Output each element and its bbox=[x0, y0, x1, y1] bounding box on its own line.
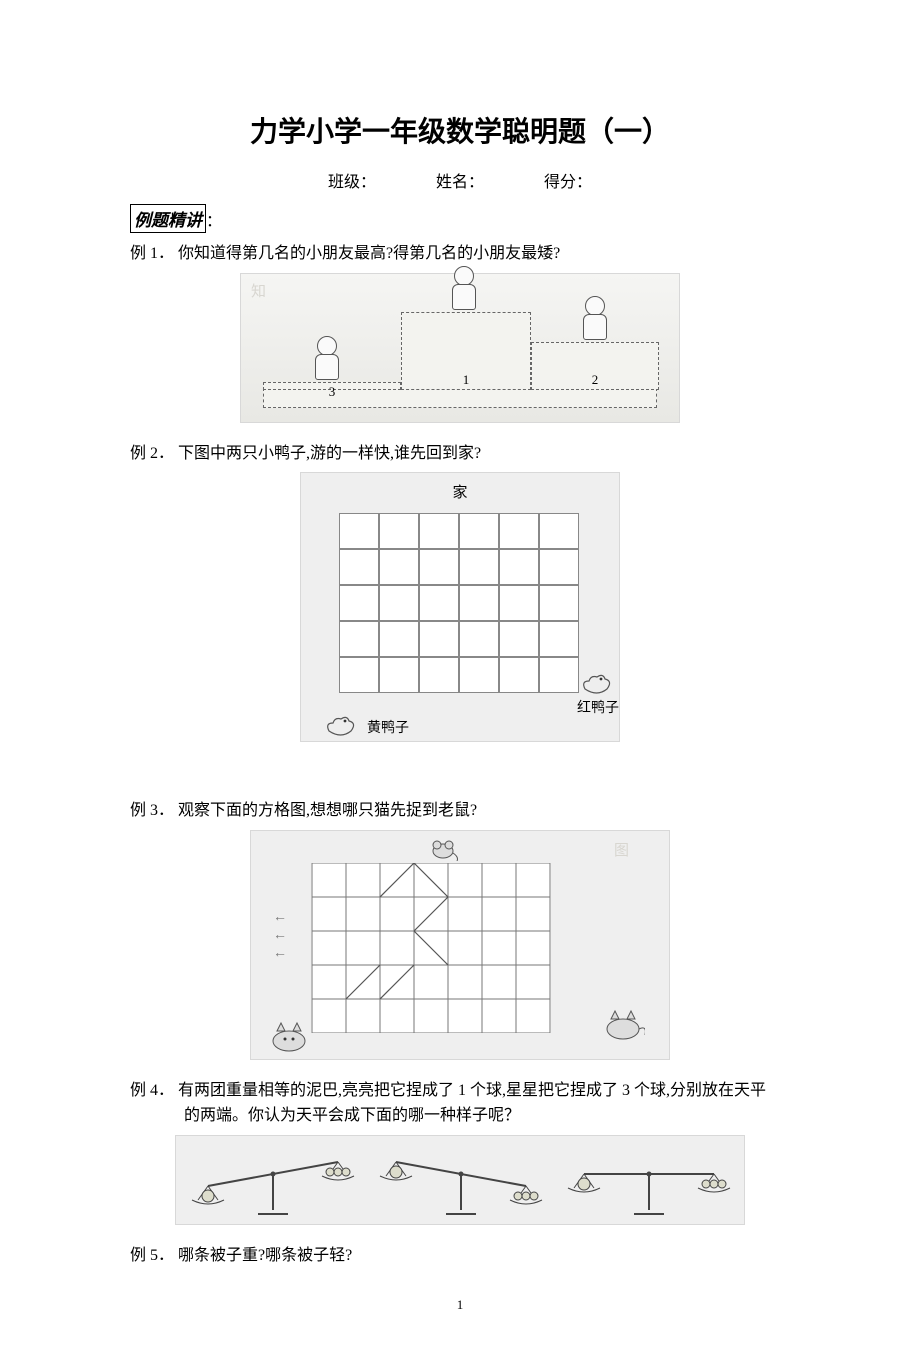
grid-cell bbox=[539, 621, 579, 657]
figure-3-cat-mouse: 图 ←←← bbox=[250, 830, 670, 1060]
grid-cell bbox=[379, 621, 419, 657]
grid-cell bbox=[339, 657, 379, 693]
podium-num-3: 3 bbox=[329, 384, 336, 400]
problem-4: 例 4． 有两团重量相等的泥巴,亮亮把它捏成了 1 个球,星星把它捏成了 3 个… bbox=[130, 1078, 790, 1129]
problem-4-text: 有两团重量相等的泥巴,亮亮把它捏成了 1 个球,星星把它捏成了 3 个球,分别放… bbox=[178, 1082, 766, 1099]
worksheet-page: 力学小学一年级数学聪明题（一） 班级： 姓名： 得分： 例题精讲： 例 1． 你… bbox=[0, 0, 920, 1353]
grid-cell bbox=[539, 585, 579, 621]
problem-3: 例 3． 观察下面的方格图,想想哪只猫先捉到老鼠? bbox=[130, 798, 790, 824]
balance-scale-3 bbox=[564, 1144, 734, 1218]
grid-cell bbox=[419, 513, 459, 549]
grid-cell bbox=[379, 657, 419, 693]
problem-2-label: 例 2． bbox=[130, 445, 174, 462]
grid-cell bbox=[459, 513, 499, 549]
problem-1: 例 1． 你知道得第几名的小朋友最高?得第几名的小朋友最矮? bbox=[130, 241, 790, 267]
grid-cell bbox=[379, 549, 419, 585]
grid-cell bbox=[419, 621, 459, 657]
red-duck-label: 红鸭子 bbox=[577, 697, 619, 717]
grid-cell bbox=[419, 657, 459, 693]
problem-4-text-line2: 的两端。你认为天平会成下面的哪一种样子呢？ bbox=[130, 1103, 790, 1129]
cat-right-icon bbox=[601, 1007, 645, 1041]
class-label: 班级： bbox=[328, 168, 376, 192]
grid-cell bbox=[419, 549, 459, 585]
figure-1-podium: 知 3 2 1 bbox=[240, 273, 680, 423]
grid-cell bbox=[499, 513, 539, 549]
grid-cat-mouse bbox=[311, 863, 551, 1033]
ghost-text: 知 bbox=[251, 280, 266, 301]
header-fields: 班级： 姓名： 得分： bbox=[130, 168, 790, 192]
name-label: 姓名： bbox=[436, 168, 484, 192]
balance-scale-2 bbox=[376, 1144, 546, 1218]
podium-base bbox=[263, 388, 657, 408]
child-1st bbox=[446, 266, 482, 312]
grid-cell bbox=[419, 585, 459, 621]
grid-cell bbox=[459, 585, 499, 621]
spacer bbox=[130, 760, 790, 790]
balance-scale-1 bbox=[188, 1144, 358, 1218]
problem-1-text: 你知道得第几名的小朋友最高?得第几名的小朋友最矮? bbox=[178, 245, 560, 262]
problem-3-label: 例 3． bbox=[130, 802, 174, 819]
problem-2: 例 2． 下图中两只小鸭子,游的一样快,谁先回到家? bbox=[130, 441, 790, 467]
child-3rd bbox=[309, 336, 345, 382]
grid-cell bbox=[339, 549, 379, 585]
page-number: 1 bbox=[130, 1297, 790, 1313]
problem-2-text: 下图中两只小鸭子,游的一样快,谁先回到家? bbox=[178, 445, 481, 462]
podium-step-1: 1 bbox=[401, 312, 531, 390]
grid-cell bbox=[379, 513, 419, 549]
podium-step-3: 3 bbox=[263, 382, 401, 390]
score-label: 得分： bbox=[544, 168, 592, 192]
grid-cell bbox=[459, 657, 499, 693]
grid-cell bbox=[339, 513, 379, 549]
grid-cell bbox=[339, 585, 379, 621]
yellow-duck-icon bbox=[321, 711, 361, 741]
problem-5-label: 例 5． bbox=[130, 1247, 174, 1264]
grid-cell bbox=[539, 513, 579, 549]
yellow-duck-label: 黄鸭子 bbox=[367, 717, 409, 737]
grid-ducks bbox=[339, 513, 579, 693]
grid-cell bbox=[379, 585, 419, 621]
grid-cell bbox=[539, 549, 579, 585]
grid-cell bbox=[459, 621, 499, 657]
home-label: 家 bbox=[301, 481, 619, 502]
problem-4-label: 例 4． bbox=[130, 1082, 174, 1099]
grid-cell bbox=[499, 621, 539, 657]
problem-5: 例 5． 哪条被子重?哪条被子轻? bbox=[130, 1243, 790, 1269]
ghost-text: 图 bbox=[614, 839, 629, 860]
page-title: 力学小学一年级数学聪明题（一） bbox=[130, 110, 790, 150]
grid-cell bbox=[539, 657, 579, 693]
problem-3-text: 观察下面的方格图,想想哪只猫先捉到老鼠? bbox=[178, 802, 477, 819]
section-heading: 例题精讲： bbox=[130, 204, 790, 233]
section-label-box: 例题精讲 bbox=[130, 204, 206, 233]
podium-num-2: 2 bbox=[592, 372, 599, 388]
cat-left-icon bbox=[267, 1019, 311, 1053]
problem-5-text: 哪条被子重?哪条被子轻? bbox=[178, 1247, 352, 1264]
figure-2-ducks: 家 红鸭子 黄鸭子 bbox=[300, 472, 620, 742]
grid-cell bbox=[459, 549, 499, 585]
red-duck-icon bbox=[577, 669, 617, 699]
podium-step-2: 2 bbox=[531, 342, 659, 390]
section-colon: ： bbox=[206, 213, 222, 230]
figure-4-balances bbox=[175, 1135, 745, 1225]
grid-cell bbox=[499, 585, 539, 621]
podium-illustration: 知 3 2 1 bbox=[241, 274, 679, 422]
podium-num-1: 1 bbox=[463, 372, 470, 388]
left-arrows-icon: ←←← bbox=[273, 909, 287, 964]
child-2nd bbox=[577, 296, 613, 342]
mouse-icon bbox=[427, 835, 461, 861]
grid-cell bbox=[339, 621, 379, 657]
grid-cell bbox=[499, 657, 539, 693]
problem-1-label: 例 1． bbox=[130, 245, 174, 262]
grid-cell bbox=[499, 549, 539, 585]
